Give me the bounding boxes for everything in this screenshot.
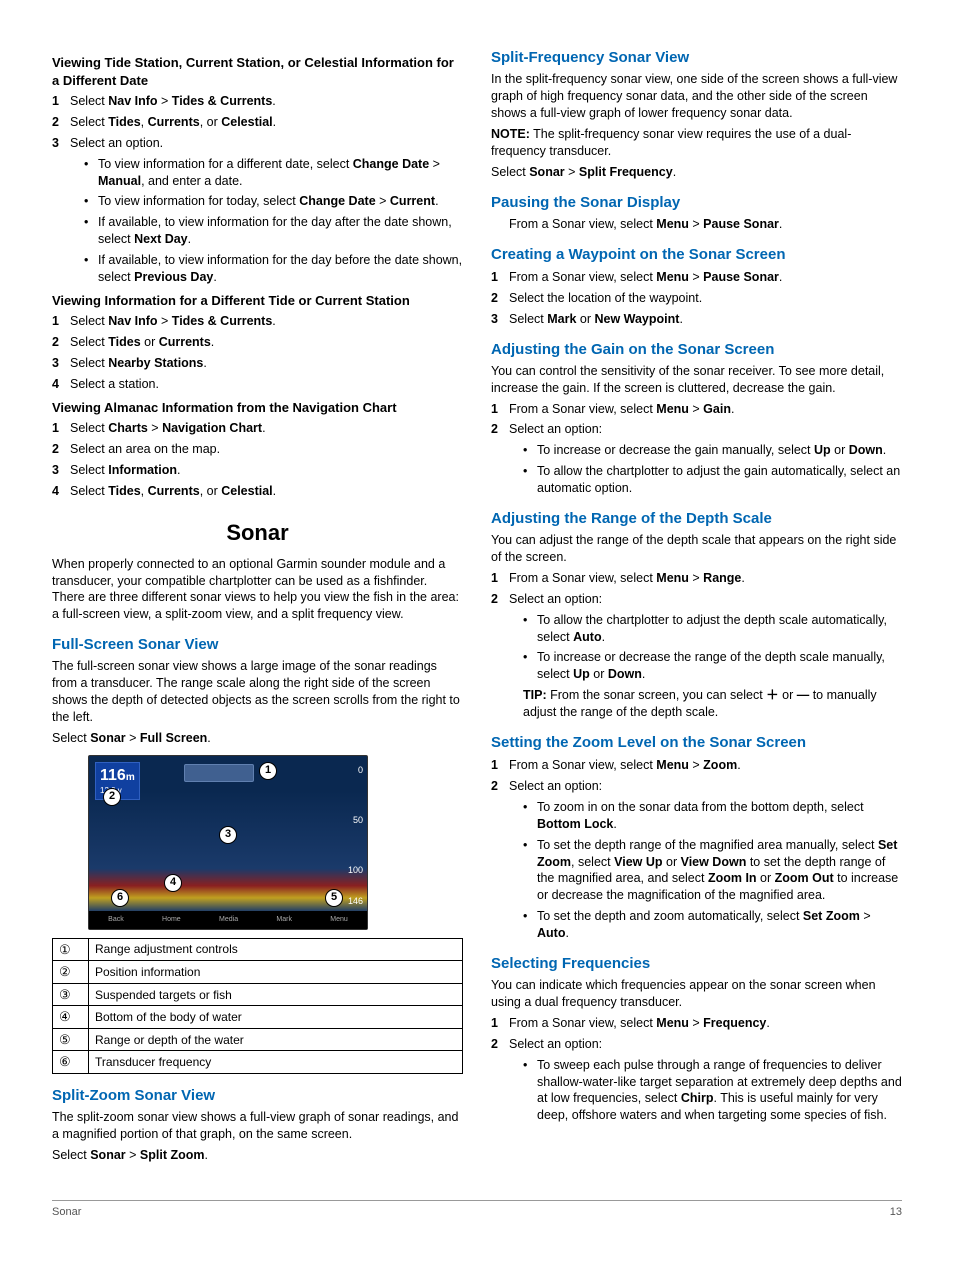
step: 1From a Sonar view, select Menu > Pause … xyxy=(491,269,902,286)
step: 2Select an option: To zoom in on the son… xyxy=(491,778,902,942)
bullets: To increase or decrease the gain manuall… xyxy=(523,442,902,497)
steps-gain: 1From a Sonar view, select Menu > Gain. … xyxy=(491,401,902,497)
range-controls xyxy=(184,764,254,782)
range-text: You can adjust the range of the depth sc… xyxy=(491,532,902,566)
bullet: To zoom in on the sonar data from the bo… xyxy=(523,799,902,833)
bullets: To zoom in on the sonar data from the bo… xyxy=(523,799,902,942)
table-row: ③Suspended targets or fish xyxy=(53,983,463,1006)
heading-zoom: Setting the Zoom Level on the Sonar Scre… xyxy=(491,733,902,753)
callout-6: 6 xyxy=(111,889,129,907)
footer-page-number: 13 xyxy=(890,1205,902,1220)
minus-icon: — xyxy=(797,688,810,702)
freq-text: You can indicate which frequencies appea… xyxy=(491,977,902,1011)
heading-pausing: Pausing the Sonar Display xyxy=(491,193,902,213)
steps-waypoint: 1From a Sonar view, select Menu > Pause … xyxy=(491,269,902,328)
step: 2Select Tides or Currents. xyxy=(52,334,463,351)
table-row: ④Bottom of the body of water xyxy=(53,1006,463,1029)
right-column: Split-Frequency Sonar View In the split-… xyxy=(491,48,902,1168)
steps-range: 1From a Sonar view, select Menu > Range.… xyxy=(491,570,902,721)
heading-fullscreen: Full-Screen Sonar View xyxy=(52,635,463,655)
steps-zoom: 1From a Sonar view, select Menu > Zoom. … xyxy=(491,757,902,942)
page-footer: Sonar 13 xyxy=(52,1200,902,1220)
sonar-legend-table: ①Range adjustment controls ②Position inf… xyxy=(52,938,463,1074)
step: 1Select Nav Info > Tides & Currents. xyxy=(52,313,463,330)
table-row: ⑥Transducer frequency xyxy=(53,1051,463,1074)
bullet: To view information for a different date… xyxy=(84,156,463,190)
two-column-layout: Viewing Tide Station, Current Station, o… xyxy=(52,48,902,1168)
table-row: ②Position information xyxy=(53,961,463,984)
step: 2Select an option: To increase or decrea… xyxy=(491,421,902,497)
footer-section: Sonar xyxy=(52,1205,81,1220)
bullets: To sweep each pulse through a range of f… xyxy=(523,1057,902,1125)
heading-freq: Selecting Frequencies xyxy=(491,954,902,974)
splitfreq-note: NOTE: The split-frequency sonar view req… xyxy=(491,126,902,160)
heading-splitzoom: Split-Zoom Sonar View xyxy=(52,1086,463,1106)
bullet: To set the depth range of the magnified … xyxy=(523,837,902,905)
pausing-select: From a Sonar view, select Menu > Pause S… xyxy=(491,216,902,233)
step: 1From a Sonar view, select Menu > Freque… xyxy=(491,1015,902,1032)
heading-almanac: Viewing Almanac Information from the Nav… xyxy=(52,399,463,417)
callout-3: 3 xyxy=(219,826,237,844)
step: 1From a Sonar view, select Menu > Gain. xyxy=(491,401,902,418)
splitzoom-text: The split-zoom sonar view shows a full-v… xyxy=(52,1109,463,1143)
heading-gain: Adjusting the Gain on the Sonar Screen xyxy=(491,340,902,360)
bullet: To allow the chartplotter to adjust the … xyxy=(523,463,902,497)
sonar-intro: When properly connected to an optional G… xyxy=(52,556,463,624)
table-row: ⑤Range or depth of the water xyxy=(53,1028,463,1051)
step: 2Select an option: To sweep each pulse t… xyxy=(491,1036,902,1124)
plus-icon: ＋ xyxy=(766,688,779,702)
step: 2Select Tides, Currents, or Celestial. xyxy=(52,114,463,131)
bullets: To allow the chartplotter to adjust the … xyxy=(523,612,902,684)
steps-sec3: 1Select Charts > Navigation Chart. 2Sele… xyxy=(52,420,463,500)
table-row: ①Range adjustment controls xyxy=(53,938,463,961)
step: 3Select an option. To view information f… xyxy=(52,135,463,286)
step: 1From a Sonar view, select Menu > Zoom. xyxy=(491,757,902,774)
step: 3Select Nearby Stations. xyxy=(52,355,463,372)
gain-text: You can control the sensitivity of the s… xyxy=(491,363,902,397)
sonar-bottom-bar: Back Home Media Mark Menu xyxy=(89,911,367,929)
step: 1Select Nav Info > Tides & Currents. xyxy=(52,93,463,110)
bullet: If available, to view information for th… xyxy=(84,252,463,286)
steps-sec2: 1Select Nav Info > Tides & Currents. 2Se… xyxy=(52,313,463,393)
splitzoom-select: Select Sonar > Split Zoom. xyxy=(52,1147,463,1164)
bullets: To view information for a different date… xyxy=(84,156,463,286)
callout-1: 1 xyxy=(259,762,277,780)
bullet: To allow the chartplotter to adjust the … xyxy=(523,612,902,646)
callout-2: 2 xyxy=(103,788,121,806)
bullet: To view information for today, select Ch… xyxy=(84,193,463,210)
bullet: To sweep each pulse through a range of f… xyxy=(523,1057,902,1125)
bullet: To increase or decrease the range of the… xyxy=(523,649,902,683)
splitfreq-select: Select Sonar > Split Frequency. xyxy=(491,164,902,181)
sonar-main-heading: Sonar xyxy=(52,518,463,548)
left-column: Viewing Tide Station, Current Station, o… xyxy=(52,48,463,1168)
bullet: If available, to view information for th… xyxy=(84,214,463,248)
step: 2Select an area on the map. xyxy=(52,441,463,458)
heading-tide-different-date: Viewing Tide Station, Current Station, o… xyxy=(52,54,463,89)
heading-different-station: Viewing Information for a Different Tide… xyxy=(52,292,463,310)
range-tip: TIP: From the sonar screen, you can sele… xyxy=(523,687,902,721)
step: 2Select the location of the waypoint. xyxy=(491,290,902,307)
callout-4: 4 xyxy=(164,874,182,892)
step: 2Select an option: To allow the chartplo… xyxy=(491,591,902,721)
step: 4Select Tides, Currents, or Celestial. xyxy=(52,483,463,500)
step: 3Select Mark or New Waypoint. xyxy=(491,311,902,328)
sonar-screenshot: 116m12.0 v 1 2 3 4 5 6 0 50 100 146 Back… xyxy=(88,755,368,930)
fullscreen-select: Select Sonar > Full Screen. xyxy=(52,730,463,747)
callout-5: 5 xyxy=(325,889,343,907)
step: 1Select Charts > Navigation Chart. xyxy=(52,420,463,437)
splitfreq-text: In the split-frequency sonar view, one s… xyxy=(491,71,902,122)
fullscreen-text: The full-screen sonar view shows a large… xyxy=(52,658,463,726)
heading-splitfreq: Split-Frequency Sonar View xyxy=(491,48,902,68)
step: 4Select a station. xyxy=(52,376,463,393)
bullet: To increase or decrease the gain manuall… xyxy=(523,442,902,459)
heading-waypoint: Creating a Waypoint on the Sonar Screen xyxy=(491,245,902,265)
bullet: To set the depth and zoom automatically,… xyxy=(523,908,902,942)
heading-range: Adjusting the Range of the Depth Scale xyxy=(491,509,902,529)
step: 1From a Sonar view, select Menu > Range. xyxy=(491,570,902,587)
step: 3Select Information. xyxy=(52,462,463,479)
steps-freq: 1From a Sonar view, select Menu > Freque… xyxy=(491,1015,902,1124)
steps-sec1: 1Select Nav Info > Tides & Currents. 2Se… xyxy=(52,93,463,286)
